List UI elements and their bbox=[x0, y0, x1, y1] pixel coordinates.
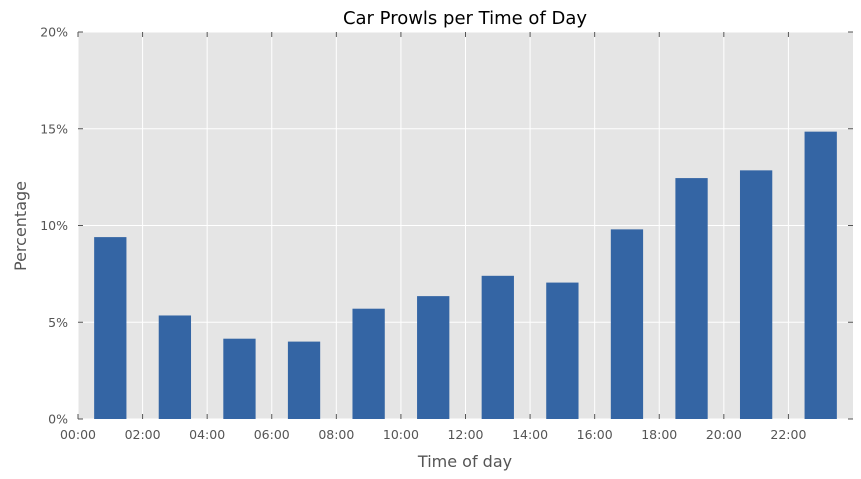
x-tick-label: 20:00 bbox=[706, 427, 742, 442]
x-tick-label: 12:00 bbox=[447, 427, 483, 442]
grid bbox=[77, 31, 853, 420]
bar-2100 bbox=[739, 170, 773, 419]
y-tick-label: 20% bbox=[40, 25, 68, 40]
x-tick-label: 22:00 bbox=[770, 427, 806, 442]
bar-0700 bbox=[287, 341, 321, 419]
bar-1500 bbox=[546, 282, 579, 419]
y-axis-label: Percentage bbox=[11, 181, 30, 271]
x-tick-label: 00:00 bbox=[60, 427, 96, 442]
x-tick-label: 18:00 bbox=[641, 427, 677, 442]
x-tick-label: 10:00 bbox=[383, 427, 419, 442]
bar-1900 bbox=[675, 178, 708, 419]
bar-0900 bbox=[352, 308, 385, 419]
ticks bbox=[77, 31, 853, 420]
bar-0100 bbox=[94, 237, 127, 419]
x-tick-label: 06:00 bbox=[254, 427, 290, 442]
bar-1100 bbox=[417, 296, 450, 419]
x-tick-label: 14:00 bbox=[512, 427, 548, 442]
chart-title: Car Prowls per Time of Day bbox=[343, 8, 587, 29]
x-tick-label: 08:00 bbox=[318, 427, 354, 442]
x-tick-label: 04:00 bbox=[189, 427, 225, 442]
x-tick-labels: 00:00 02:00 04:00 06:00 08:00 10:00 12:00 14:00… bbox=[60, 427, 806, 442]
bars bbox=[94, 131, 837, 419]
y-tick-label: 0% bbox=[48, 412, 68, 427]
x-tick-label: 16:00 bbox=[577, 427, 613, 442]
bar-0500 bbox=[223, 338, 256, 419]
bar-1700 bbox=[610, 229, 644, 419]
bar-2300 bbox=[804, 131, 837, 419]
x-axis-label: Time of day bbox=[417, 452, 512, 471]
y-tick-label: 5% bbox=[48, 315, 68, 330]
y-tick-label: 10% bbox=[40, 218, 68, 233]
y-tick-labels: 0% 5% 10% 15% 20% bbox=[40, 25, 68, 427]
bar-1300 bbox=[481, 275, 514, 419]
bar-0300 bbox=[158, 315, 192, 419]
x-tick-label: 02:00 bbox=[125, 427, 161, 442]
y-tick-label: 15% bbox=[40, 121, 68, 136]
